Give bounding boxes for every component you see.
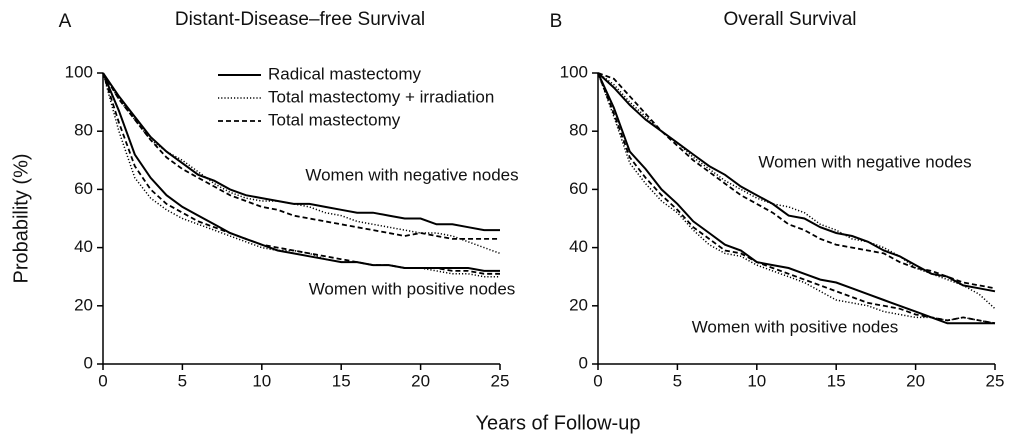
y-tick-label: 80 bbox=[74, 121, 93, 140]
annotation: Women with positive nodes bbox=[692, 317, 899, 336]
y-tick-label: 40 bbox=[569, 237, 588, 256]
x-tick-label: 0 bbox=[593, 371, 602, 390]
survival-line bbox=[102, 72, 501, 255]
survival-line bbox=[597, 72, 996, 290]
x-tick-label: 20 bbox=[411, 371, 430, 390]
y-tick-label: 100 bbox=[65, 62, 93, 81]
y-axis-label: Probability (%) bbox=[10, 153, 32, 283]
y-tick-label: 60 bbox=[569, 179, 588, 198]
x-tick-label: 25 bbox=[986, 371, 1005, 390]
x-axis-label: Years of Follow-up bbox=[476, 412, 641, 434]
y-tick-label: 0 bbox=[84, 353, 93, 372]
y-tick-label: 40 bbox=[74, 237, 93, 256]
x-tick-label: 5 bbox=[178, 371, 187, 390]
panel-letter: B bbox=[550, 11, 563, 32]
annotation: Women with negative nodes bbox=[305, 165, 518, 184]
survival-line bbox=[597, 72, 995, 325]
y-tick-label: 20 bbox=[569, 295, 588, 314]
y-tick-label: 0 bbox=[579, 353, 588, 372]
legend-label: Total mastectomy bbox=[268, 110, 401, 129]
panel-letter: A bbox=[59, 11, 72, 32]
chart-title: Distant-Disease–free Survival bbox=[175, 9, 425, 30]
legend-label: Radical mastectomy bbox=[268, 64, 422, 83]
y-tick-label: 100 bbox=[560, 62, 588, 81]
x-tick-label: 5 bbox=[673, 371, 682, 390]
x-tick-label: 15 bbox=[827, 371, 846, 390]
x-tick-label: 25 bbox=[491, 371, 510, 390]
x-tick-label: 10 bbox=[747, 371, 766, 390]
y-tick-label: 20 bbox=[74, 295, 93, 314]
survival-line bbox=[102, 72, 500, 232]
survival-line bbox=[102, 72, 500, 275]
x-tick-label: 20 bbox=[906, 371, 925, 390]
survival-line bbox=[597, 72, 996, 310]
survival-line bbox=[597, 72, 996, 325]
x-tick-label: 10 bbox=[252, 371, 271, 390]
annotation: Women with positive nodes bbox=[309, 279, 516, 298]
annotation: Women with negative nodes bbox=[758, 152, 971, 171]
x-tick-label: 0 bbox=[98, 371, 107, 390]
legend-label: Total mastectomy + irradiation bbox=[268, 87, 494, 106]
chart-title: Overall Survival bbox=[723, 9, 856, 30]
y-tick-label: 80 bbox=[569, 121, 588, 140]
survival-line bbox=[597, 72, 996, 325]
x-tick-label: 15 bbox=[332, 371, 351, 390]
y-tick-label: 60 bbox=[74, 179, 93, 198]
survival-line bbox=[597, 72, 996, 293]
